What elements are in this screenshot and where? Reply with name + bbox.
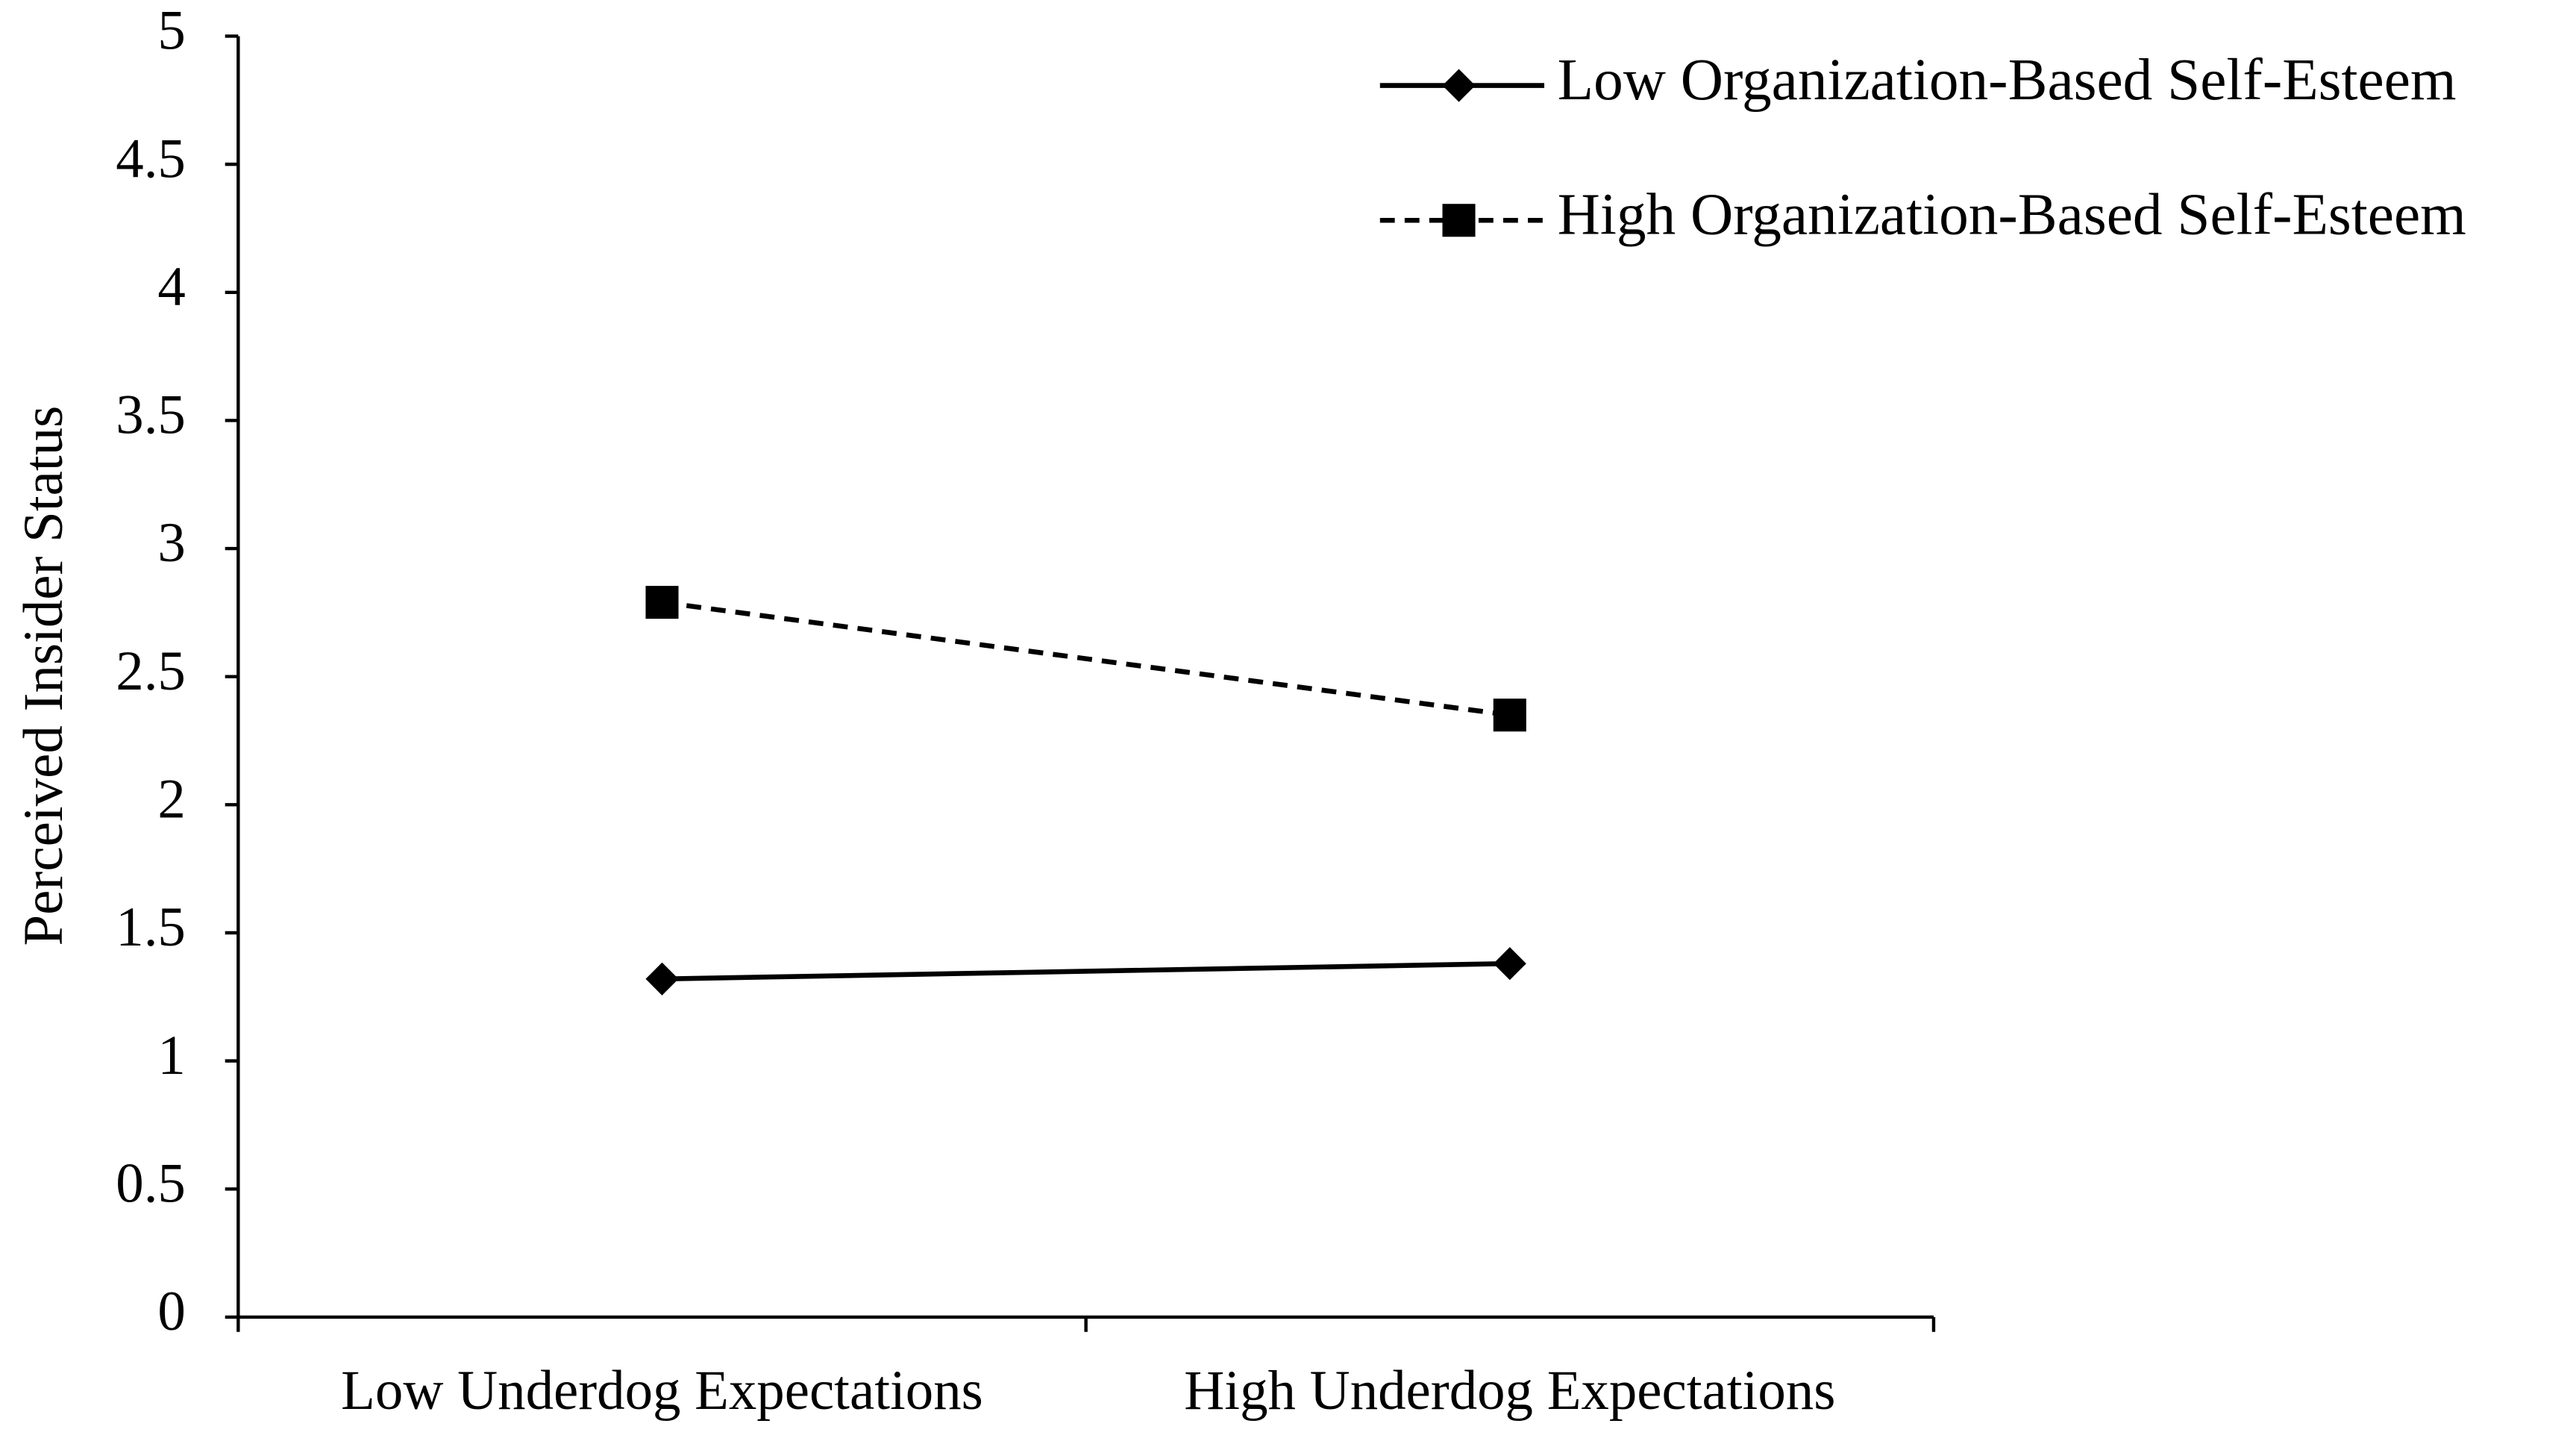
y-tick-label: 0 <box>157 1281 185 1343</box>
series-line <box>662 599 1511 718</box>
y-tick-label: 0.5 <box>116 1152 186 1214</box>
x-tick-label: High Underdog Expectations <box>1184 1360 1835 1422</box>
data-point <box>645 962 679 996</box>
series-line <box>662 960 1510 982</box>
x-tick-label: Low Underdog Expectations <box>341 1360 983 1422</box>
y-tick-label: 3.5 <box>116 384 186 446</box>
y-tick-label: 4 <box>157 256 185 318</box>
legend-label: High Organization-Based Self-Esteem <box>1558 181 2466 247</box>
legend-label: Low Organization-Based Self-Esteem <box>1558 47 2457 113</box>
y-tick-label: 3 <box>157 512 185 574</box>
y-tick-label: 5 <box>157 0 185 62</box>
y-tick-label: 1 <box>157 1025 185 1087</box>
y-tick-label: 2.5 <box>116 640 186 702</box>
legend-marker <box>1442 69 1476 102</box>
data-point <box>1493 699 1526 732</box>
y-tick-label: 4.5 <box>116 128 186 190</box>
y-axis-label: Perceived Insider Status <box>13 406 75 946</box>
data-point <box>1493 947 1526 981</box>
data-point <box>645 586 679 619</box>
y-tick-label: 2 <box>157 769 185 831</box>
y-tick-label: 1.5 <box>116 896 186 958</box>
legend-marker <box>1442 204 1476 237</box>
